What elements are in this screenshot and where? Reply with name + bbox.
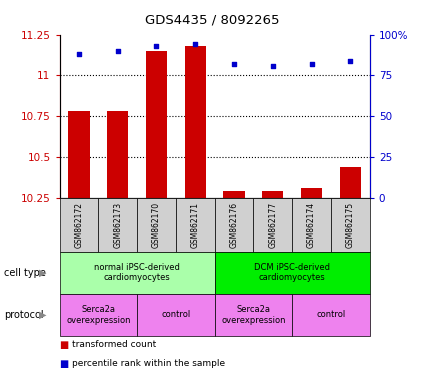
Text: transformed count: transformed count xyxy=(72,340,156,349)
Text: protocol: protocol xyxy=(4,310,44,320)
Text: Serca2a
overexpression: Serca2a overexpression xyxy=(221,305,286,324)
Text: normal iPSC-derived
cardiomyocytes: normal iPSC-derived cardiomyocytes xyxy=(94,263,180,282)
Text: ▶: ▶ xyxy=(39,268,46,278)
Point xyxy=(269,63,276,69)
Point xyxy=(308,61,315,67)
Bar xyxy=(340,167,361,198)
Point xyxy=(76,51,82,57)
Bar xyxy=(146,51,167,198)
Text: GSM862175: GSM862175 xyxy=(346,202,355,248)
Text: GSM862176: GSM862176 xyxy=(230,202,238,248)
Text: GDS4435 / 8092265: GDS4435 / 8092265 xyxy=(145,13,280,26)
Bar xyxy=(301,188,322,198)
Text: ■: ■ xyxy=(60,359,69,369)
Text: GSM862177: GSM862177 xyxy=(268,202,277,248)
Text: GSM862173: GSM862173 xyxy=(113,202,122,248)
Text: GSM862170: GSM862170 xyxy=(152,202,161,248)
Point xyxy=(192,41,198,48)
Text: GSM862174: GSM862174 xyxy=(307,202,316,248)
Point xyxy=(231,61,238,67)
Bar xyxy=(184,46,206,198)
Bar xyxy=(262,191,283,198)
Point xyxy=(114,48,121,54)
Bar xyxy=(107,111,128,198)
Text: ▶: ▶ xyxy=(39,310,46,320)
Text: ■: ■ xyxy=(60,340,69,350)
Text: DCM iPSC-derived
cardiomyocytes: DCM iPSC-derived cardiomyocytes xyxy=(254,263,330,282)
Text: Serca2a
overexpression: Serca2a overexpression xyxy=(66,305,130,324)
Point xyxy=(347,58,354,64)
Text: cell type: cell type xyxy=(4,268,46,278)
Text: control: control xyxy=(161,310,190,319)
Text: GSM862171: GSM862171 xyxy=(191,202,200,248)
Bar xyxy=(68,111,90,198)
Text: percentile rank within the sample: percentile rank within the sample xyxy=(72,359,225,368)
Text: control: control xyxy=(316,310,346,319)
Bar xyxy=(224,191,245,198)
Text: GSM862172: GSM862172 xyxy=(74,202,83,248)
Point xyxy=(153,43,160,49)
